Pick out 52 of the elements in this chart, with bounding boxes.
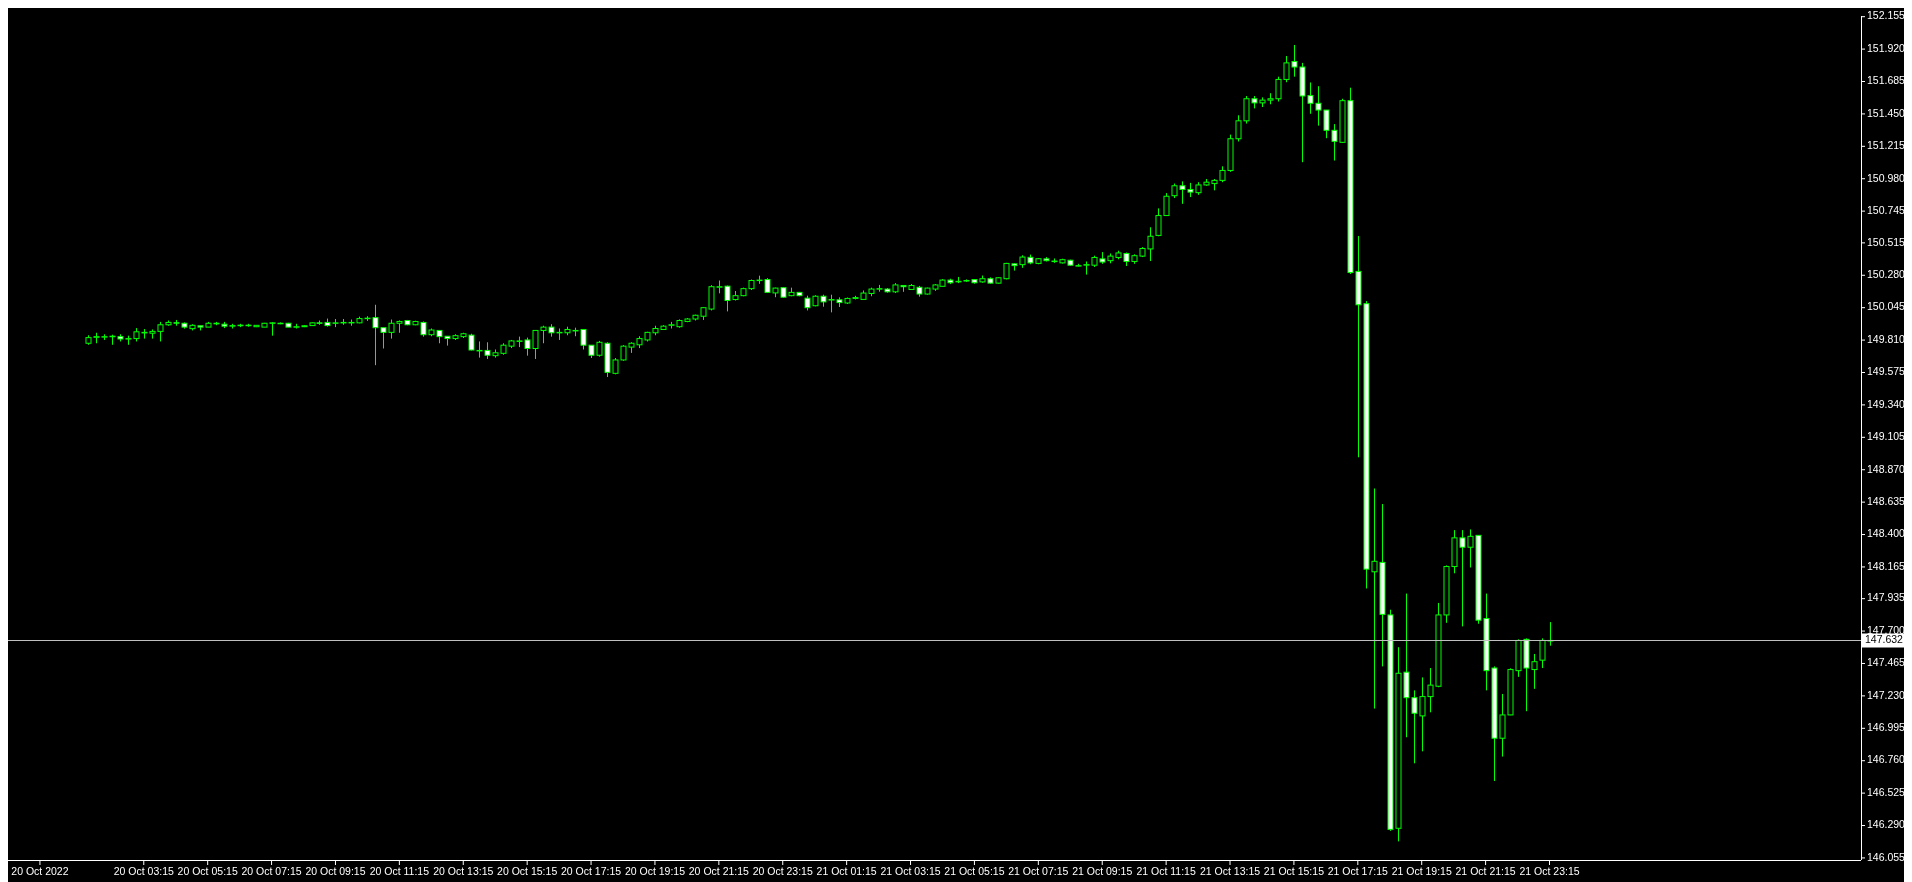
y-tick-label: 148.165 bbox=[1867, 559, 1906, 572]
y-tick-label: 151.215 bbox=[1867, 139, 1906, 152]
x-tick-label: 21 Oct 09:15 bbox=[1072, 865, 1133, 877]
x-tick-label: 20 Oct 11:15 bbox=[369, 865, 430, 877]
y-tick-label: 148.870 bbox=[1867, 462, 1906, 475]
x-tick-label: 21 Oct 01:15 bbox=[816, 865, 877, 877]
y-tick-label: 149.340 bbox=[1867, 397, 1906, 410]
x-tick-label: 21 Oct 11:15 bbox=[1136, 865, 1196, 877]
x-tick-label: 20 Oct 2022 bbox=[11, 865, 69, 877]
x-tick-label: 21 Oct 23:15 bbox=[1519, 865, 1580, 877]
ref-line-label: 147.632 bbox=[1865, 633, 1904, 646]
y-tick-label: 146.525 bbox=[1867, 785, 1906, 798]
y-tick-label: 150.045 bbox=[1867, 300, 1906, 313]
y-tick-label: 148.400 bbox=[1867, 527, 1906, 540]
y-tick-label: 147.935 bbox=[1867, 591, 1906, 604]
y-tick-label: 151.450 bbox=[1867, 106, 1906, 119]
x-tick-label: 20 Oct 17:15 bbox=[560, 865, 622, 877]
x-tick-label: 21 Oct 17:15 bbox=[1327, 865, 1389, 877]
x-tick-label: 20 Oct 07:15 bbox=[241, 865, 302, 877]
y-tick-label: 146.760 bbox=[1867, 753, 1906, 766]
x-tick-label: 21 Oct 03:15 bbox=[880, 865, 941, 877]
y-tick-label: 147.700 bbox=[1867, 623, 1906, 636]
x-tick-label: 20 Oct 05:15 bbox=[177, 865, 238, 877]
x-tick-label: 20 Oct 03:15 bbox=[113, 865, 174, 877]
y-tick-label: 146.290 bbox=[1867, 818, 1906, 831]
x-tick-label: 21 Oct 05:15 bbox=[944, 865, 1005, 877]
x-tick-label: 20 Oct 23:15 bbox=[752, 865, 813, 877]
y-tick-label: 150.745 bbox=[1867, 203, 1906, 216]
x-tick-label: 20 Oct 15:15 bbox=[497, 865, 558, 877]
y-tick-label: 152.155 bbox=[1867, 9, 1906, 22]
y-tick-label: 149.575 bbox=[1867, 365, 1906, 378]
x-tick-label: 20 Oct 13:15 bbox=[433, 865, 494, 877]
x-tick-label: 20 Oct 09:15 bbox=[305, 865, 366, 877]
y-tick-label: 146.055 bbox=[1867, 850, 1906, 863]
x-tick-label: 21 Oct 19:15 bbox=[1391, 865, 1452, 877]
x-tick-label: 21 Oct 15:15 bbox=[1263, 865, 1325, 877]
x-tick-label: 20 Oct 19:15 bbox=[624, 865, 686, 877]
x-tick-label: 20 Oct 21:15 bbox=[688, 865, 750, 877]
y-tick-label: 147.230 bbox=[1867, 688, 1906, 701]
x-tick-label: 21 Oct 13:15 bbox=[1199, 865, 1261, 877]
y-tick-label: 146.995 bbox=[1867, 721, 1906, 734]
y-tick-label: 149.105 bbox=[1867, 430, 1906, 443]
y-tick-label: 150.980 bbox=[1867, 171, 1906, 184]
y-tick-label: 150.515 bbox=[1867, 235, 1906, 248]
y-tick-label: 151.920 bbox=[1867, 41, 1906, 54]
y-tick-label: 148.635 bbox=[1867, 494, 1906, 507]
x-tick-label: 21 Oct 07:15 bbox=[1008, 865, 1069, 877]
y-tick-label: 147.465 bbox=[1867, 656, 1906, 669]
y-tick-label: 151.685 bbox=[1867, 74, 1906, 87]
y-tick-label: 149.810 bbox=[1867, 332, 1906, 345]
y-tick-label: 150.280 bbox=[1867, 268, 1906, 281]
x-tick-label: 21 Oct 21:15 bbox=[1455, 865, 1516, 877]
